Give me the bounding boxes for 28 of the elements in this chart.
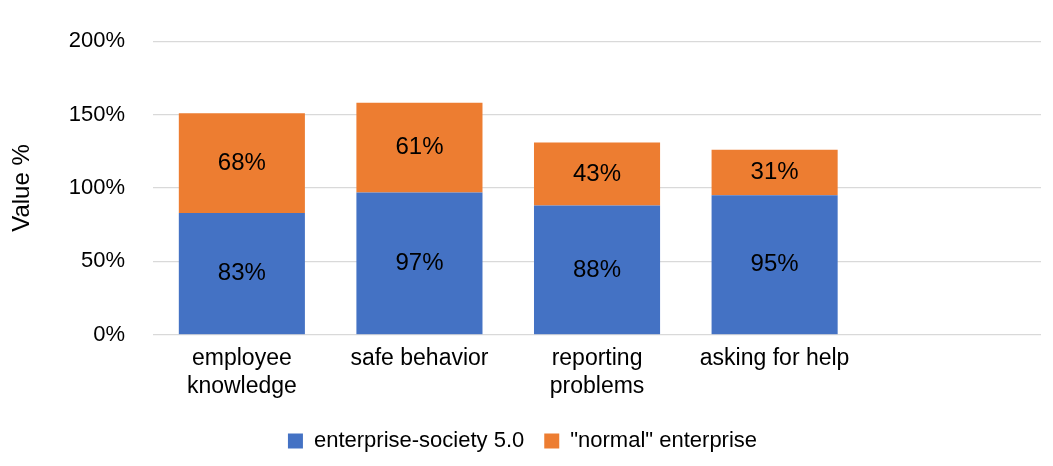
x-tick-label: safe behavior — [350, 343, 489, 370]
y-axis-title: Value % — [7, 144, 35, 232]
bar — [356, 192, 483, 335]
bar — [178, 113, 305, 213]
x-tick-label: reporting problems — [549, 343, 645, 398]
y-tick-label: 200% — [68, 27, 126, 53]
data-label: 31% — [750, 157, 799, 185]
data-label: 61% — [395, 132, 444, 160]
data-label: 88% — [573, 254, 622, 282]
data-label: 68% — [217, 147, 266, 175]
y-tick-label: 50% — [81, 247, 126, 273]
bar — [711, 149, 838, 196]
y-tick-label: 0% — [93, 320, 126, 346]
bar — [356, 102, 483, 193]
bar — [178, 212, 305, 335]
data-label: 97% — [395, 247, 444, 275]
y-tick-label: 100% — [68, 174, 126, 200]
x-tick-label: asking for help — [699, 343, 850, 370]
bar — [533, 205, 661, 335]
data-label: 83% — [217, 258, 266, 286]
legend-label: enterprise-society 5.0 — [313, 427, 525, 453]
bar — [711, 195, 838, 335]
x-tick-label: employee knowledge — [186, 343, 297, 398]
data-label: 43% — [573, 158, 622, 186]
legend-label: "normal" enterprise — [570, 427, 758, 453]
y-tick-label: 150% — [68, 100, 126, 126]
bar — [533, 142, 661, 206]
data-label: 95% — [750, 249, 799, 277]
